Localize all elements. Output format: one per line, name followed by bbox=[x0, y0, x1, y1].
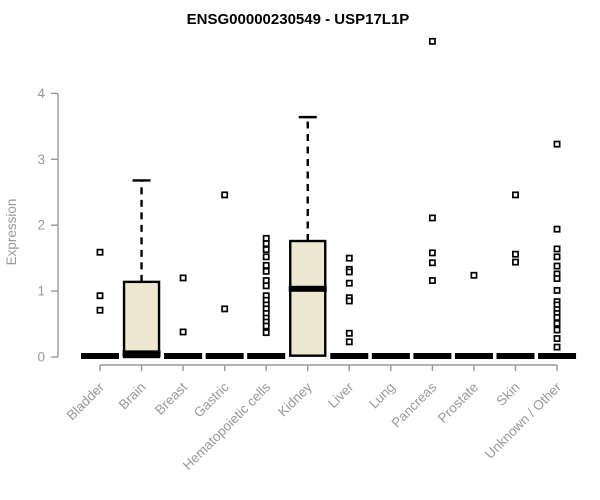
x-category-label: Prostate bbox=[435, 380, 481, 426]
median-line bbox=[413, 353, 452, 359]
outlier-point bbox=[345, 329, 353, 337]
outlier-point bbox=[179, 328, 187, 336]
outlier-point bbox=[262, 277, 270, 285]
outlier-point bbox=[428, 37, 436, 45]
outlier-point bbox=[262, 282, 270, 290]
x-category-label: Breast bbox=[152, 379, 190, 417]
box-group-skin bbox=[496, 191, 535, 359]
x-category-label: Pancreas bbox=[389, 379, 440, 430]
y-axis: 0 1 2 3 4 bbox=[37, 86, 59, 365]
median-line bbox=[371, 353, 410, 359]
y-tick-label: 3 bbox=[37, 152, 45, 167]
box-group-pancreas bbox=[413, 37, 452, 359]
median-line bbox=[454, 353, 493, 359]
median-line bbox=[122, 350, 161, 357]
median-line bbox=[496, 353, 535, 359]
outlier-point bbox=[221, 305, 229, 313]
outlier-point bbox=[262, 253, 270, 261]
outlier-point bbox=[553, 225, 561, 233]
outlier-point bbox=[262, 267, 270, 275]
y-tick-label: 1 bbox=[37, 284, 45, 299]
outlier-point bbox=[262, 261, 270, 269]
x-category-label: Bladder bbox=[64, 379, 108, 423]
box-rect bbox=[122, 280, 161, 359]
outlier-point bbox=[553, 286, 561, 294]
x-category-label: Brain bbox=[116, 380, 149, 413]
y-tick-label: 2 bbox=[37, 218, 45, 233]
outlier-point bbox=[470, 271, 478, 279]
outlier-point bbox=[262, 322, 270, 330]
median-line bbox=[164, 353, 203, 359]
outlier-point bbox=[553, 319, 561, 327]
median-line bbox=[538, 353, 577, 359]
outlier-point bbox=[428, 249, 436, 257]
median-line bbox=[81, 353, 119, 359]
x-category-label: Lung bbox=[366, 380, 398, 412]
box-group-liver bbox=[330, 254, 369, 359]
y-tick-label: 4 bbox=[37, 86, 45, 101]
box-group-breast bbox=[164, 274, 203, 359]
outlier-point bbox=[553, 335, 561, 342]
outlier-point bbox=[553, 140, 561, 148]
box-group-hematopoietic-cells bbox=[247, 234, 286, 359]
outlier-point bbox=[553, 326, 561, 334]
outlier-point bbox=[262, 234, 270, 242]
box-group-lung bbox=[371, 353, 410, 359]
x-category-label: Skin bbox=[493, 380, 522, 409]
outlier-point bbox=[553, 253, 561, 261]
outlier-point bbox=[345, 254, 353, 262]
outlier-point bbox=[179, 274, 187, 282]
outlier-point bbox=[345, 279, 353, 287]
outlier-point bbox=[96, 306, 104, 314]
box-group-brain bbox=[122, 179, 161, 359]
box-group-kidney bbox=[288, 115, 327, 357]
outlier-point bbox=[345, 338, 353, 346]
outlier-point bbox=[345, 268, 353, 276]
outlier-point bbox=[512, 258, 519, 266]
outlier-point bbox=[262, 246, 270, 254]
outlier-point bbox=[262, 329, 270, 337]
box-group-bladder bbox=[81, 248, 119, 359]
chart-title: ENSG00000230549 - USP17L1P bbox=[187, 11, 410, 28]
outlier-point bbox=[553, 343, 561, 351]
median-line bbox=[247, 353, 286, 359]
median-line bbox=[288, 285, 327, 292]
outlier-point bbox=[428, 259, 436, 267]
outlier-point bbox=[96, 292, 104, 300]
x-category-label: Gastric bbox=[191, 379, 232, 420]
x-category-label: Kidney bbox=[275, 379, 315, 419]
outlier-point bbox=[512, 250, 519, 258]
box-group-prostate bbox=[454, 271, 493, 359]
box-group-gastric bbox=[205, 191, 244, 359]
x-category-label: Liver bbox=[325, 379, 357, 411]
outlier-point bbox=[345, 297, 353, 305]
box-series bbox=[81, 37, 577, 359]
y-tick-label: 0 bbox=[37, 350, 45, 365]
outlier-point bbox=[553, 245, 561, 253]
outlier-point bbox=[553, 314, 561, 321]
median-line bbox=[330, 353, 369, 359]
outlier-point bbox=[428, 214, 436, 222]
outlier-point bbox=[96, 248, 104, 256]
box-rect bbox=[289, 239, 327, 357]
outlier-point bbox=[221, 191, 229, 199]
outlier-point bbox=[428, 277, 436, 285]
box-group-unknown-other bbox=[538, 140, 577, 359]
x-category-label: Unknown / Other bbox=[482, 379, 565, 462]
outlier-point bbox=[553, 262, 561, 270]
outlier-point bbox=[553, 275, 561, 283]
median-line bbox=[205, 353, 244, 359]
y-axis-title: Expression bbox=[4, 199, 19, 266]
outlier-point bbox=[262, 240, 270, 248]
outlier-point bbox=[512, 191, 519, 199]
